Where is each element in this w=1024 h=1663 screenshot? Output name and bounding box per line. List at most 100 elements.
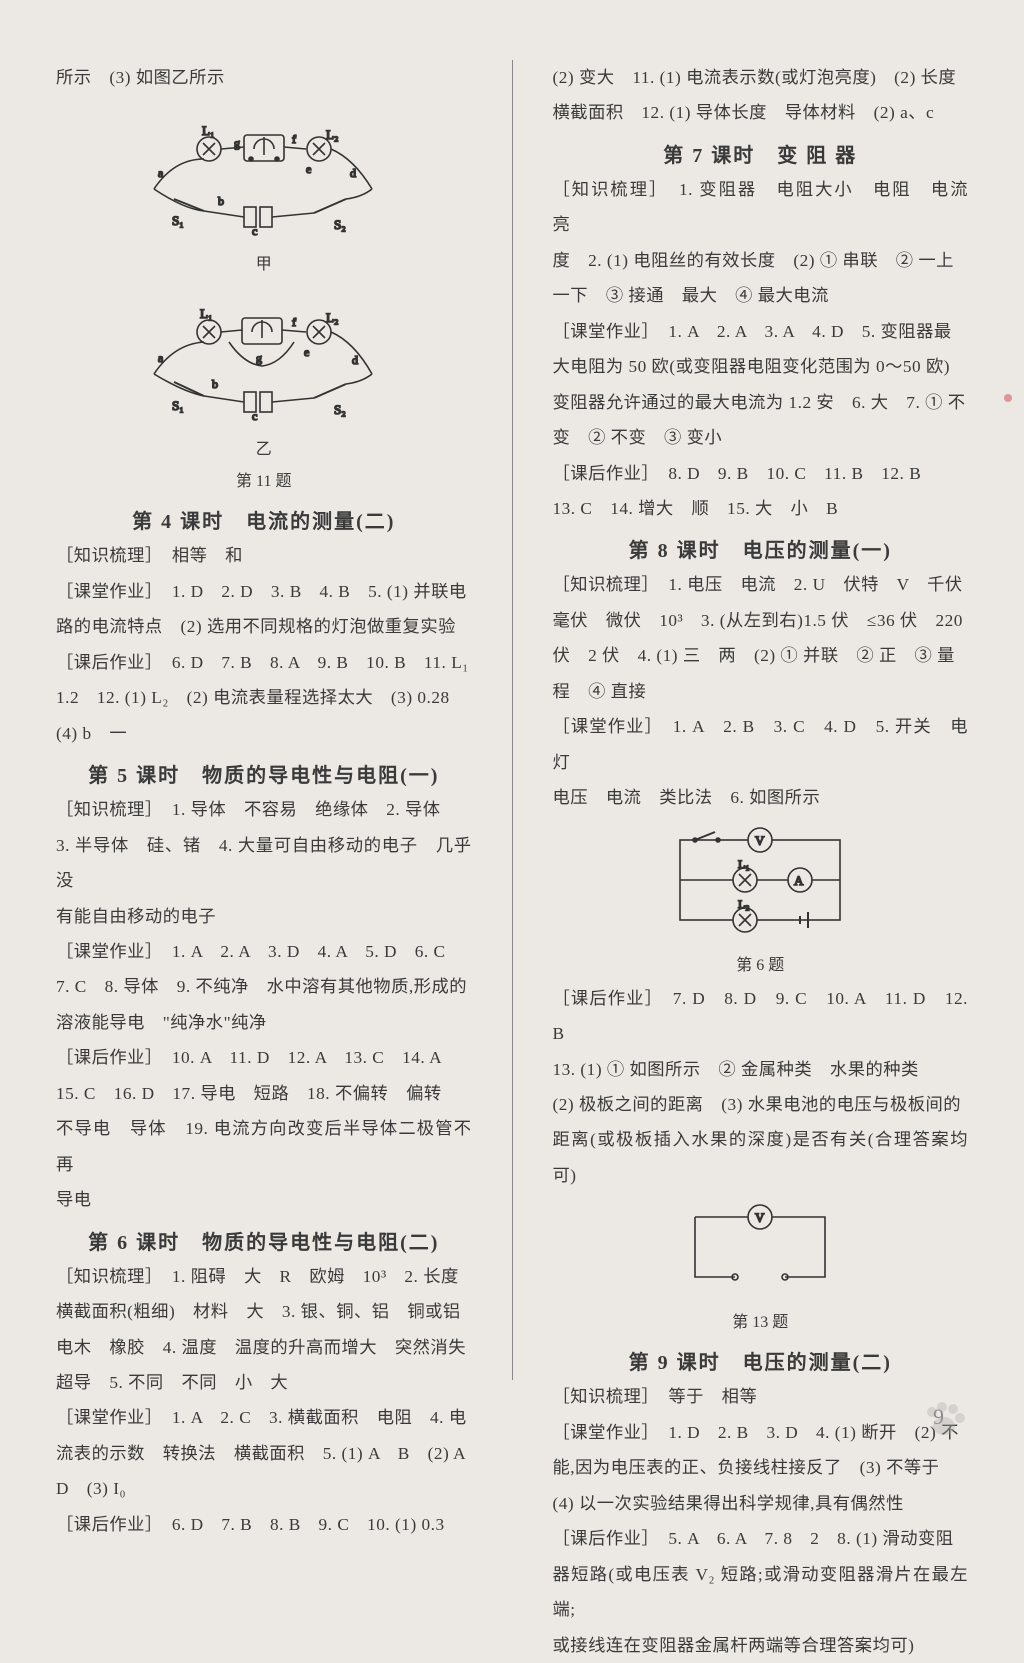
section-6-title: 第 6 课时 物质的导电性与电阻(二) [56,1226,472,1255]
section-5-title: 第 5 课时 物质的导电性与电阻(一) [56,759,472,788]
figure-label-q6: 第 6 题 [553,951,969,975]
body-text: 3. 半导体 硅、锗 4. 大量可自由移动的电子 几乎没 [56,828,472,899]
body-text: ［课后作业］ 10. A 11. D 12. A 13. C 14. A [56,1040,472,1075]
body-text: ［知识梳理］ 1. 阻碍 大 R 欧姆 10³ 2. 长度 [56,1259,472,1294]
svg-text:L₁: L₁ [200,306,212,321]
body-text: ［课堂作业］ 1. D 2. B 3. D 4. (1) 断开 (2) 不 [553,1415,969,1450]
body-text: 横截面积 12. (1) 导体长度 导体材料 (2) a、c [553,95,969,130]
figure-circuit-yi: L₁ L₂ g S₁ S₂ [56,284,472,429]
svg-text:g: g [256,351,262,365]
body-text: ［课堂作业］ 1. A 2. A 3. A 4. D 5. 变阻器最 [553,314,969,349]
svg-text:S₁: S₁ [172,213,184,228]
svg-text:a: a [158,351,164,365]
svg-text:S₂: S₂ [334,402,346,417]
svg-text:d: d [352,353,358,367]
body-text: ［课后作业］ 6. D 7. B 8. A 9. B 10. B 11. L₁ [56,645,472,680]
svg-text:c: c [252,224,257,238]
figure-label-q13: 第 13 题 [553,1308,969,1332]
body-text: D (3) I₀ [56,1471,472,1506]
body-text: ［课堂作业］ 1. A 2. C 3. 横截面积 电阻 4. 电 [56,1400,472,1435]
svg-text:b: b [218,194,224,208]
body-text: 伏 2 伏 4. (1) 三 两 (2) ① 并联 ② 正 ③ 量 [553,638,969,673]
two-column-layout: 所示 (3) 如图乙所示 L₁ L₂ S₁ [56,60,968,1380]
body-text: 路的电流特点 (2) 选用不同规格的灯泡做重复实验 [56,609,472,644]
svg-text:c: c [252,409,257,423]
body-text: ［课后作业］ 8. D 9. B 10. C 11. B 12. B [553,456,969,491]
figure-label-jia: 甲 [56,250,472,274]
body-text: ［课后作业］ 5. A 6. A 7. 8 2 8. (1) 滑动变阻 [553,1521,969,1556]
body-text: 1.2 12. (1) L₂ (2) 电流表量程选择太大 (3) 0.28 [56,680,472,715]
svg-text:S₂: S₂ [334,217,346,232]
svg-text:b: b [212,377,218,391]
body-text: 或接线连在变阻器金属杆两端等合理答案均可) [553,1628,969,1663]
body-text: ［知识梳理］ 1. 导体 不容易 绝缘体 2. 导体 [56,792,472,827]
body-text: 毫伏 微伏 10³ 3. (从左到右)1.5 伏 ≤36 伏 220 [553,603,969,638]
body-text: ［课后作业］ 7. D 8. D 9. C 10. A 11. D 12. B [553,981,969,1052]
svg-text:A: A [794,873,804,888]
body-text: ［课堂作业］ 1. D 2. D 3. B 4. B 5. (1) 并联电 [56,574,472,609]
body-text: 电压 电流 类比法 6. 如图所示 [553,780,969,815]
svg-text:L₂: L₂ [326,127,338,142]
body-text: 变 ② 不变 ③ 变小 [553,420,969,455]
svg-text:L₁: L₁ [738,857,750,871]
body-text: 距离(或极板插入水果的深度)是否有关(合理答案均可) [553,1122,969,1193]
body-text: 不导电 导体 19. 电流方向改变后半导体二极管不再 [56,1111,472,1182]
body-text: ［课堂作业］ 1. A 2. A 3. D 4. A 5. D 6. C [56,934,472,969]
right-column: (2) 变大 11. (1) 电流表示数(或灯泡亮度) (2) 长度 横截面积 … [553,60,969,1380]
section-4-title: 第 4 课时 电流的测量(二) [56,505,472,534]
body-text: 大电阻为 50 欧(或变阻器电阻变化范围为 0～50 欧) [553,349,969,384]
body-text: (4) b 一 [56,716,472,751]
body-text: 超导 5. 不同 不同 小 大 [56,1365,472,1400]
svg-text:L₁: L₁ [202,123,214,138]
svg-text:a: a [158,166,164,180]
section-8-title: 第 8 课时 电压的测量(一) [553,534,969,563]
column-divider [512,60,513,1380]
body-text: ［知识梳理］ 相等 和 [56,538,472,573]
body-text: 变阻器允许通过的最大电流为 1.2 安 6. 大 7. ① 不 [553,385,969,420]
svg-text:e: e [304,345,309,359]
svg-text:S₁: S₁ [172,398,184,413]
body-text: 导电 [56,1182,472,1217]
figure-caption-11: 第 11 题 [56,467,472,491]
section-9-title: 第 9 课时 电压的测量(二) [553,1346,969,1375]
svg-text:g: g [234,136,240,150]
body-text: 流表的示数 转换法 横截面积 5. (1) A B (2) A [56,1436,472,1471]
body-text: ［知识梳理］ 1. 变阻器 电阻大小 电阻 电流 亮 [553,172,969,243]
body-text: 溶液能导电 "纯净水"纯净 [56,1005,472,1040]
body-text: ［课后作业］ 6. D 7. B 8. B 9. C 10. (1) 0.3 [56,1507,472,1542]
body-text: (2) 极板之间的距离 (3) 水果电池的电压与极板间的 [553,1087,969,1122]
body-text: 有能自由移动的电子 [56,899,472,934]
body-text: ［课堂作业］ 1. A 2. B 3. C 4. D 5. 开关 电灯 [553,709,969,780]
svg-text:f: f [292,315,296,329]
figure-circuit-q13: V [553,1197,969,1302]
svg-text:d: d [350,166,356,180]
body-text: 15. C 16. D 17. 导电 短路 18. 不偏转 偏转 [56,1076,472,1111]
body-text: 度 2. (1) 电阻丝的有效长度 (2) ① 串联 ② 一上 [553,243,969,278]
svg-text:f: f [292,132,296,146]
body-text: 电木 橡胶 4. 温度 温度的升高而增大 突然消失 [56,1330,472,1365]
section-7-title: 第 7 课时 变 阻 器 [553,139,969,168]
svg-text:L₂: L₂ [326,310,338,325]
svg-text:V: V [755,1210,765,1225]
svg-text:V: V [755,833,765,848]
pawprint-icon [920,1398,968,1438]
body-text: 7. C 8. 导体 9. 不纯净 水中溶有其他物质,形成的 [56,969,472,1004]
left-column: 所示 (3) 如图乙所示 L₁ L₂ S₁ [56,60,472,1380]
body-text: (2) 变大 11. (1) 电流表示数(或灯泡亮度) (2) 长度 [553,60,969,95]
body-text: 所示 (3) 如图乙所示 [56,60,472,95]
body-text: 程 ④ 直接 [553,674,969,709]
body-text: 器短路(或电压表 V₂ 短路;或滑动变阻器滑片在最左端; [553,1557,969,1628]
body-text: (4) 以一次实验结果得出科学规律,具有偶然性 [553,1486,969,1521]
body-text: 一下 ③ 接通 最大 ④ 最大电流 [553,278,969,313]
figure-circuit-jia: L₁ L₂ S₁ S₂ [56,99,472,244]
figure-label-yi: 乙 [56,435,472,459]
red-smudge [1004,394,1012,402]
svg-text:e: e [306,162,311,176]
body-text: 横截面积(粗细) 材料 大 3. 银、铜、铝 铜或铝 [56,1294,472,1329]
body-text: 13. C 14. 增大 顺 15. 大 小 B [553,491,969,526]
body-text: 能,因为电压表的正、负接线柱接反了 (3) 不等于 [553,1450,969,1485]
figure-circuit-q6: V L₁ A L₂ [553,820,969,945]
svg-text:L₂: L₂ [738,897,750,911]
body-text: 13. (1) ① 如图所示 ② 金属种类 水果的种类 [553,1052,969,1087]
body-text: ［知识梳理］ 1. 电压 电流 2. U 伏特 V 千伏 [553,567,969,602]
